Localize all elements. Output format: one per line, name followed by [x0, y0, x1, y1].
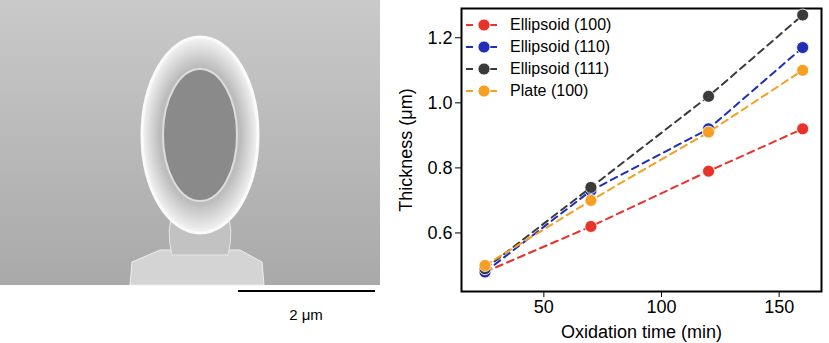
svg-text:100: 100 [646, 297, 676, 317]
svg-text:2 μm: 2 μm [289, 306, 323, 323]
svg-text:50: 50 [534, 297, 554, 317]
html-text:Ellipsoid (100): Ellipsoid (100) [510, 16, 612, 33]
svg-text:0.6: 0.6 [427, 223, 452, 243]
svg-text:150: 150 [764, 297, 794, 317]
svg-text:Oxidation time (min): Oxidation time (min) [561, 322, 722, 342]
html-text:Plate (100): Plate (100) [510, 82, 589, 99]
svg-text:0.8: 0.8 [427, 158, 452, 178]
svg-text:1.0: 1.0 [427, 93, 452, 113]
svg-text:1.2: 1.2 [427, 28, 452, 48]
svg-text:Thickness (μm): Thickness (μm) [396, 88, 416, 211]
html-text:Ellipsoid (110): Ellipsoid (110) [510, 38, 611, 55]
html-text:Ellipsoid (111): Ellipsoid (111) [510, 60, 609, 77]
